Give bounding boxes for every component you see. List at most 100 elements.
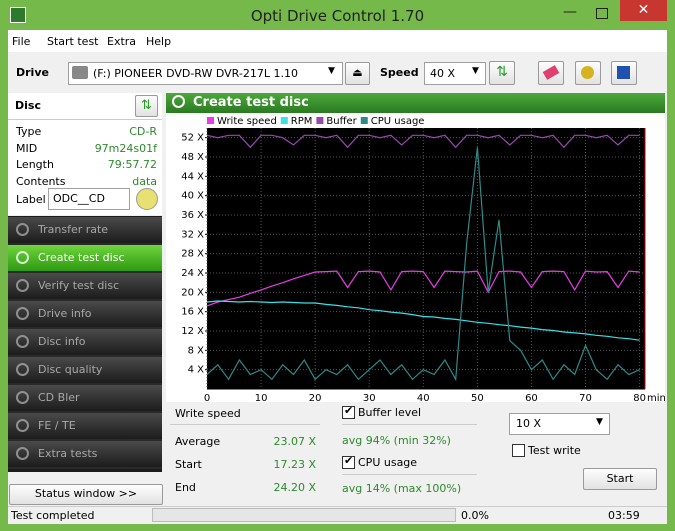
nav-button[interactable]: Disc info xyxy=(8,329,162,357)
window-title: Opti Drive Control 1.70 xyxy=(250,7,425,25)
nav-icon xyxy=(16,279,29,292)
label-input[interactable]: ODC__CD xyxy=(48,188,130,210)
legend-swatch xyxy=(360,117,368,124)
menu-item[interactable]: File xyxy=(12,35,31,48)
nav-label: Extra tests xyxy=(38,447,98,460)
nav-label: FE / TE xyxy=(38,419,76,432)
series-line xyxy=(206,300,640,341)
y-tick-label: 36 X xyxy=(181,210,204,221)
stat-value: 17.23 X xyxy=(273,458,316,471)
nav-label: Drive info xyxy=(38,307,92,320)
label-value: ODC__CD xyxy=(53,192,105,205)
panel-header: Create test disc xyxy=(166,93,665,113)
disc-field: MID xyxy=(16,141,38,155)
label-button[interactable] xyxy=(136,188,158,210)
disc-refresh-button[interactable]: ⇅ xyxy=(135,95,158,117)
cpu-check-label: CPU usage xyxy=(358,456,418,469)
disc-field: Length xyxy=(16,158,54,171)
x-tick-label: 40 xyxy=(417,393,430,403)
eject-button[interactable]: ⏏ xyxy=(345,62,370,85)
write-speed-value: 10 X xyxy=(516,417,542,430)
save-button[interactable] xyxy=(611,61,637,85)
minimize-button[interactable]: — xyxy=(563,4,577,20)
start-button[interactable]: Start xyxy=(583,468,657,490)
x-tick-label: 60 xyxy=(525,393,538,403)
y-tick-label: 28 X xyxy=(181,249,204,260)
buffer-checkbox[interactable]: ✔ xyxy=(342,404,355,419)
x-tick-label: 30 xyxy=(363,393,376,403)
nav-button[interactable]: FE / TE xyxy=(8,413,162,441)
write-speed-select[interactable]: 10 X ▼ xyxy=(509,413,610,435)
drive-name: (F:) PIONEER DVD-RW DVR-217L 1.10 xyxy=(93,67,298,80)
menu-item[interactable]: Extra xyxy=(107,35,137,48)
series-line xyxy=(206,134,640,149)
nav-button[interactable]: Verify test disc xyxy=(8,273,162,301)
nav-icon xyxy=(16,419,29,432)
y-tick-label: 32 X xyxy=(181,229,204,240)
speed-select[interactable]: 40 X ▼ xyxy=(424,62,486,85)
x-tick-label: 0 xyxy=(204,393,210,403)
nav-button[interactable]: Create test disc xyxy=(8,245,162,273)
x-axis-unit: min xyxy=(647,393,665,403)
y-tick-label: 12 X xyxy=(181,326,204,337)
elapsed-time: 03:59 xyxy=(608,509,640,522)
progress-text: 0.0% xyxy=(461,509,489,522)
drive-select[interactable]: (F:) PIONEER DVD-RW DVR-217L 1.10 ▼ xyxy=(68,62,343,85)
nav-icon xyxy=(16,391,29,404)
maximize-button[interactable] xyxy=(596,8,608,19)
settings-button[interactable] xyxy=(575,61,601,85)
separator xyxy=(342,474,477,475)
gear-icon xyxy=(581,66,594,79)
legend-swatch xyxy=(207,117,214,124)
nav-label: Create test disc xyxy=(38,251,125,264)
refresh-button[interactable]: ⇅ xyxy=(489,61,515,85)
y-tick-label: 48 X xyxy=(181,152,204,163)
speed-value: 40 X xyxy=(430,67,456,80)
nav-button[interactable]: Drive info xyxy=(8,301,162,329)
y-tick-label: 40 X xyxy=(181,191,204,202)
y-tick-label: 20 X xyxy=(181,287,204,298)
menu-item[interactable]: Start test xyxy=(47,35,99,48)
legend-label: Buffer xyxy=(326,116,357,127)
nav-button[interactable]: CD Bler xyxy=(8,385,162,413)
stat-label: Start xyxy=(175,458,202,471)
legend-label: RPM xyxy=(291,116,313,127)
nav-button[interactable]: Disc quality xyxy=(8,357,162,385)
stat-value: 24.20 X xyxy=(273,481,316,494)
cpu-checkbox[interactable]: ✔ xyxy=(342,454,355,469)
nav-button[interactable]: Transfer rate xyxy=(8,217,162,245)
erase-button[interactable] xyxy=(538,61,564,85)
plot-area xyxy=(207,128,645,389)
disc-value: 79:57.72 xyxy=(107,158,157,171)
disc-field: Type xyxy=(16,125,42,138)
nav-icon xyxy=(16,223,29,236)
dropdown-arrow: ▼ xyxy=(472,66,479,76)
y-tick-label: 8 X xyxy=(188,345,205,356)
chart: 4 X 8 X 12 X 16 X 20 X 24 X 28 X 32 X 36 X 40 X 44… xyxy=(166,113,665,403)
nav-button[interactable]: Extra tests xyxy=(8,441,162,469)
nav-icon xyxy=(16,363,29,376)
dropdown-arrow: ▼ xyxy=(596,417,603,427)
x-tick-label: 10 xyxy=(255,393,268,403)
test-write-checkbox[interactable] xyxy=(512,444,525,457)
y-tick-label: 52 X xyxy=(181,133,204,144)
status-text: Test completed xyxy=(11,509,95,522)
close-button[interactable]: ✕ xyxy=(620,0,667,21)
nav-label: Transfer rate xyxy=(38,223,109,236)
legend-swatch xyxy=(316,117,324,124)
x-tick-label: 70 xyxy=(579,393,592,403)
menu-item[interactable]: Help xyxy=(146,35,172,48)
nav-label: Verify test disc xyxy=(38,279,120,292)
status-window-button[interactable]: Status window >> xyxy=(9,484,163,505)
nav-icon xyxy=(16,307,29,320)
x-tick-label: 50 xyxy=(471,393,484,403)
app-icon xyxy=(10,7,26,23)
stats-heading: Write speed xyxy=(175,407,241,420)
y-tick-label: 24 X xyxy=(181,268,204,279)
disc-field: Contents xyxy=(16,174,66,188)
label-caption: Label xyxy=(16,193,46,206)
progress-bar xyxy=(152,508,456,522)
disc-title: Disc xyxy=(15,99,41,112)
nav-label: CD Bler xyxy=(38,391,80,404)
